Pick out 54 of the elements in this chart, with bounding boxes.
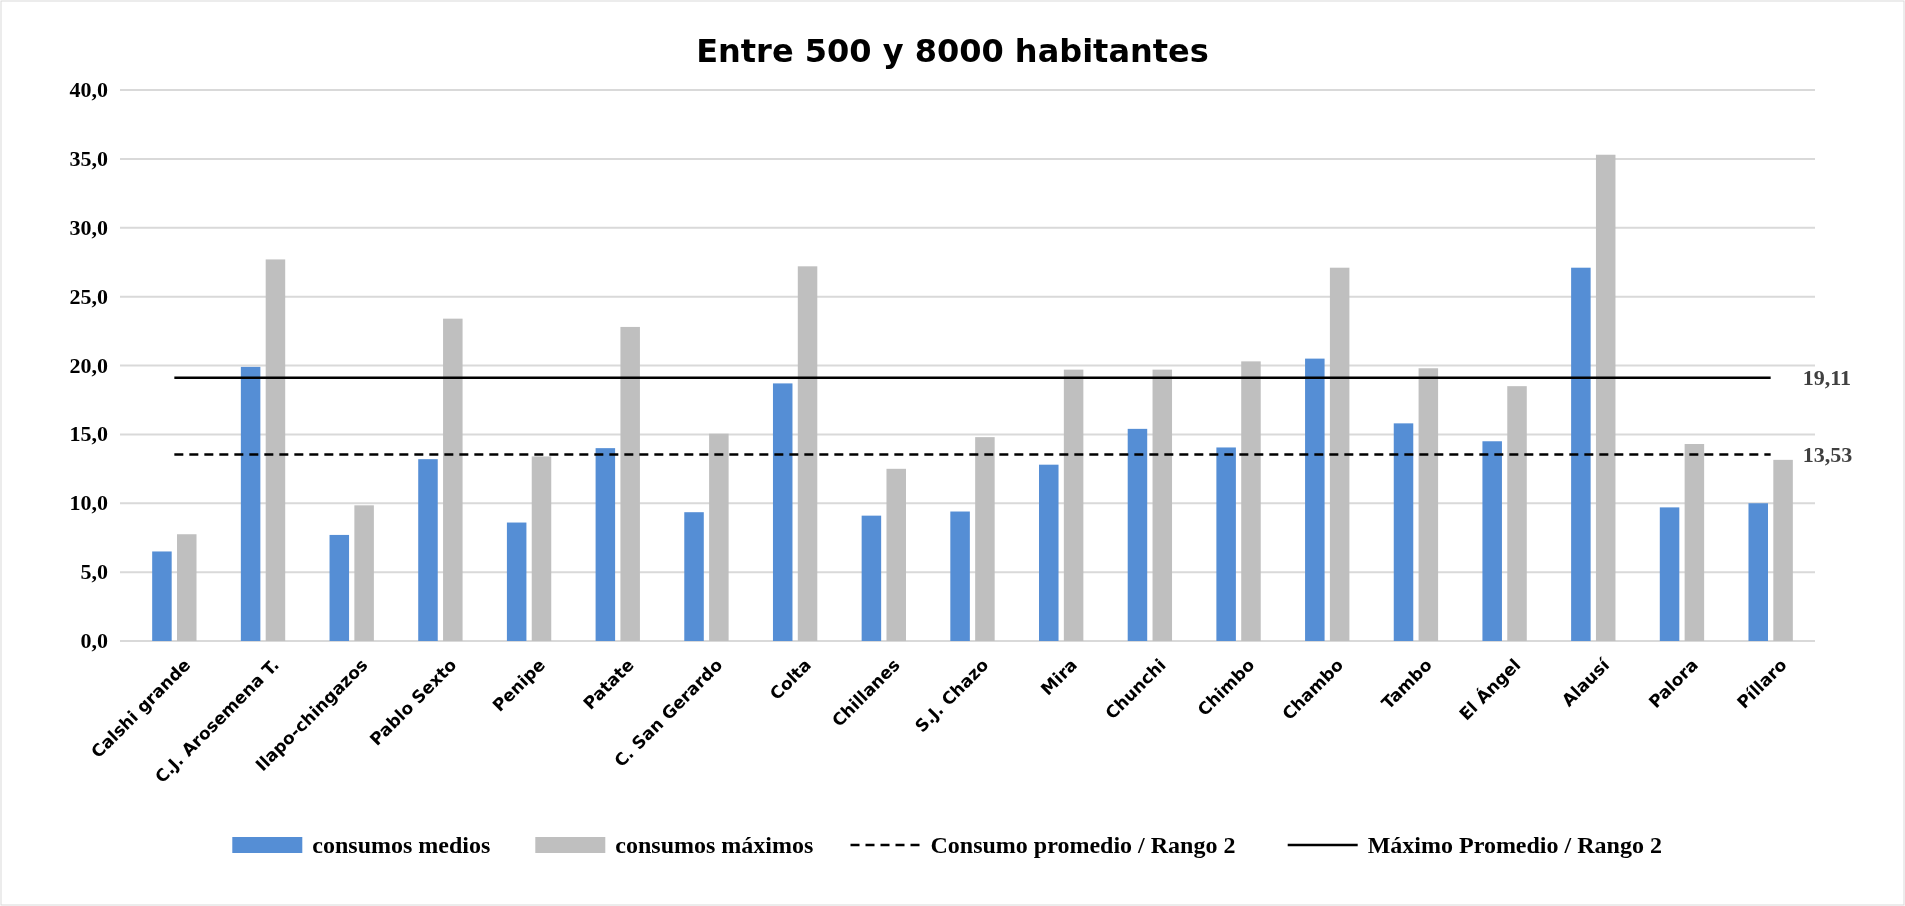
bar xyxy=(443,318,463,641)
y-tick-label: 40,0 xyxy=(69,77,108,102)
bar xyxy=(1595,154,1616,641)
bar xyxy=(329,534,350,641)
bar xyxy=(506,522,527,641)
bar xyxy=(595,448,616,641)
y-tick-label: 0,0 xyxy=(80,628,108,653)
bar xyxy=(886,468,906,641)
bar xyxy=(1773,459,1793,641)
bar xyxy=(1329,267,1350,641)
bar xyxy=(418,459,438,641)
bar xyxy=(177,534,197,641)
y-tick-label: 5,0 xyxy=(80,559,108,585)
bar xyxy=(709,433,729,641)
y-tick-label: 15,0 xyxy=(69,421,108,447)
legend-label: Máximo Promedio / Rango 2 xyxy=(1367,832,1662,858)
bar xyxy=(1127,428,1148,641)
bar xyxy=(1507,386,1527,641)
bar xyxy=(1571,267,1591,641)
bar xyxy=(1393,423,1414,641)
bar xyxy=(797,266,818,641)
bar xyxy=(1418,368,1439,641)
y-tick-label: 25,0 xyxy=(69,283,108,309)
bar xyxy=(861,515,882,641)
legend-label: Consumo promedio / Rango 2 xyxy=(930,832,1236,858)
bar xyxy=(1241,361,1261,641)
bar xyxy=(1039,464,1059,641)
y-tick-label: 20,0 xyxy=(69,352,108,378)
bar xyxy=(1063,369,1084,641)
bar xyxy=(1305,358,1325,641)
bar xyxy=(1748,503,1768,641)
y-tick-label: 35,0 xyxy=(69,145,108,171)
bar xyxy=(620,326,640,641)
bar xyxy=(265,259,286,641)
bar xyxy=(1152,369,1173,641)
bar xyxy=(1482,441,1502,641)
bar xyxy=(354,505,374,641)
legend-label: consumos máximos xyxy=(615,832,814,858)
data-label: 19,11 xyxy=(1802,364,1851,390)
bar xyxy=(950,511,970,641)
bar xyxy=(1659,507,1680,641)
bar xyxy=(772,383,793,641)
data-label: 13,53 xyxy=(1802,441,1853,467)
bar xyxy=(531,456,552,641)
bar xyxy=(152,551,172,641)
bar xyxy=(1216,447,1236,641)
bar xyxy=(1684,444,1705,641)
bar xyxy=(684,512,704,641)
chart-title: Entre 500 y 8000 habitantes xyxy=(696,32,1209,70)
legend-label: consumos medios xyxy=(312,832,491,858)
y-tick-label: 30,0 xyxy=(69,214,108,240)
bar xyxy=(240,366,261,641)
y-tick-label: 10,0 xyxy=(69,490,108,516)
bar xyxy=(975,437,995,641)
